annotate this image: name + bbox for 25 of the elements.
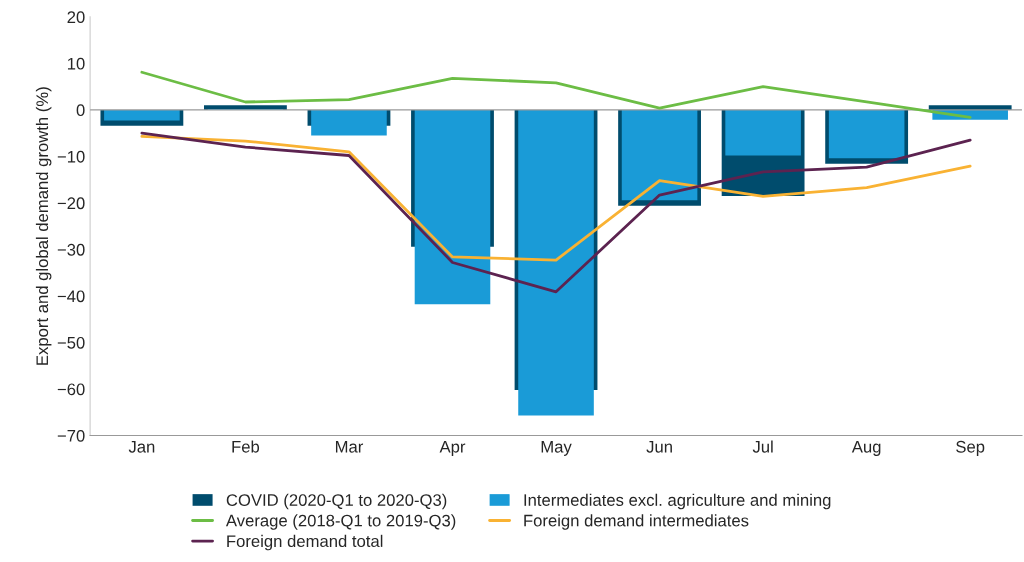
y-tick-label: 0 — [76, 104, 85, 117]
x-tick-label: Jul — [752, 440, 773, 453]
y-tick-label: −60 — [57, 383, 85, 396]
legend-label: Average (2018-Q1 to 2019-Q3) — [225, 514, 456, 530]
x-tick-label: Jun — [646, 441, 672, 453]
legend-label: Foreign demand intermediates — [524, 514, 749, 530]
y-axis-title: Export and global demand growth (%) — [35, 87, 52, 365]
x-tick-label: Sep — [956, 440, 985, 456]
y-tick-label: −40 — [57, 290, 85, 303]
legend-label: Intermediates excl. agriculture and mining — [524, 493, 831, 510]
x-tick-label: Jan — [128, 441, 155, 453]
legend-label: COVID (2020-Q1 to 2020-Q3) — [226, 493, 447, 510]
legend-label: Foreign demand total — [227, 534, 383, 551]
y-tick-label: −50 — [57, 336, 85, 349]
y-tick-label: 10 — [67, 57, 85, 70]
y-tick-label: −70 — [57, 429, 85, 442]
y-tick-label: −10 — [57, 150, 85, 163]
y-tick-label: −30 — [57, 243, 85, 256]
x-tick-label: Feb — [232, 440, 260, 453]
x-tick-label: May — [541, 441, 572, 456]
y-tick-label: −20 — [57, 197, 85, 210]
x-tick-label: Aug — [851, 441, 881, 456]
x-tick-label: Mar — [335, 441, 364, 453]
y-tick-label: 20 — [67, 11, 85, 24]
x-tick-label: Apr — [439, 441, 466, 456]
